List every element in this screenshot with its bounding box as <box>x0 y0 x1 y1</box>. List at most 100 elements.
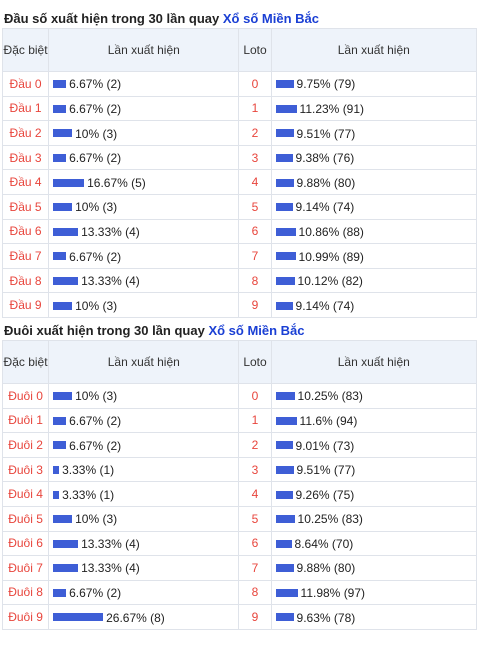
frequency-cell: 10% (3) <box>48 292 240 318</box>
loto-frequency-bar <box>275 515 295 524</box>
row-label: Đầu 9 <box>1 292 50 318</box>
frequency-bar <box>53 301 73 310</box>
frequency-cell: 6.67% (2) <box>48 144 240 171</box>
frequency-value: 10% (3) <box>75 389 118 404</box>
loto-frequency-cell: 10.25% (83) <box>270 505 478 532</box>
loto-frequency-cell: 9.01% (73) <box>270 432 478 458</box>
loto-frequency-cell: 9.88% (80) <box>270 555 478 581</box>
loto-frequency-bar <box>275 564 294 573</box>
frequency-bar <box>53 416 67 425</box>
frequency-cell: 6.67% (2) <box>48 407 240 434</box>
header-loto-times: Lần xuất hiện <box>270 339 478 384</box>
loto-number: 3 <box>238 144 272 171</box>
row-label: Đuôi 6 <box>1 530 50 557</box>
frequency-cell: 3.33% (1) <box>48 456 240 483</box>
loto-frequency-value: 9.01% (73) <box>295 438 355 453</box>
loto-frequency-value: 9.75% (79) <box>296 77 356 92</box>
table-row: Đuôi 3 3.33% (1) 3 9.51% (77) <box>1 456 478 483</box>
header-special: Đặc biệt <box>1 28 50 72</box>
frequency-cell: 13.33% (4) <box>48 555 240 581</box>
table-row: Đuôi 1 6.67% (2) 1 11.6% (94) <box>1 407 478 434</box>
row-label: Đầu 4 <box>1 169 50 195</box>
loto-frequency-value: 10.12% (82) <box>297 273 363 288</box>
loto-frequency-cell: 11.6% (94) <box>270 407 478 434</box>
tail-stats-table: Đặc biệt Lần xuất hiện Loto Lần xuất hiệ… <box>1 339 478 630</box>
row-label: Đầu 2 <box>1 120 50 146</box>
frequency-bar <box>53 564 79 573</box>
frequency-bar <box>53 252 67 261</box>
row-label: Đầu 8 <box>1 267 50 294</box>
loto-frequency-bar <box>275 301 293 310</box>
mien-bac-link[interactable]: Xổ số Miền Bắc <box>208 322 305 338</box>
frequency-value: 6.67% (2) <box>69 585 122 600</box>
loto-number: 8 <box>238 579 272 606</box>
table-row: Đầu 6 13.33% (4) 6 10.86% (88) <box>1 218 478 245</box>
head-table-body: Đầu 0 6.67% (2) 0 9.75% (79) Đầu 1 6.67% (2) 1… <box>1 71 478 318</box>
frequency-value: 13.33% (4) <box>81 273 140 288</box>
frequency-bar <box>53 441 67 450</box>
loto-number: 2 <box>238 120 272 146</box>
loto-frequency-cell: 9.38% (76) <box>270 144 478 171</box>
header-loto: Loto <box>238 339 272 384</box>
loto-frequency-value: 10.99% (89) <box>298 249 364 264</box>
frequency-bar <box>53 178 85 187</box>
frequency-cell: 6.67% (2) <box>48 432 240 458</box>
frequency-cell: 3.33% (1) <box>48 481 240 507</box>
loto-frequency-value: 9.88% (80) <box>296 561 356 576</box>
table-header-row: Đặc biệt Lần xuất hiện Loto Lần xuất hiệ… <box>1 339 478 384</box>
loto-frequency-bar <box>275 490 293 499</box>
frequency-cell: 6.67% (2) <box>48 243 240 269</box>
row-label: Đuôi 0 <box>1 382 50 409</box>
frequency-value: 13.33% (4) <box>81 536 140 551</box>
loto-number: 6 <box>238 530 272 557</box>
table-row: Đuôi 6 13.33% (4) 6 8.64% (70) <box>1 530 478 557</box>
row-label: Đuôi 1 <box>1 407 50 434</box>
mien-bac-link[interactable]: Xổ số Miền Bắc <box>222 11 319 26</box>
frequency-cell: 10% (3) <box>48 505 240 532</box>
loto-number: 8 <box>238 267 272 294</box>
loto-number: 9 <box>238 292 272 318</box>
frequency-cell: 6.67% (2) <box>48 71 240 97</box>
loto-number: 5 <box>238 193 272 220</box>
frequency-value: 26.67% (8) <box>106 610 165 625</box>
table-row: Đầu 4 16.67% (5) 4 9.88% (80) <box>1 169 478 195</box>
frequency-bar <box>53 227 79 236</box>
frequency-cell: 6.67% (2) <box>48 95 240 122</box>
loto-frequency-bar <box>275 104 297 113</box>
loto-frequency-value: 10.25% (83) <box>297 512 363 527</box>
loto-number: 0 <box>238 382 272 409</box>
loto-frequency-value: 9.26% (75) <box>295 487 355 502</box>
loto-frequency-cell: 10.99% (89) <box>270 243 478 269</box>
frequency-bar <box>53 104 67 113</box>
header-loto: Loto <box>238 28 272 72</box>
loto-frequency-bar <box>275 153 293 162</box>
table-row: Đuôi 9 26.67% (8) 9 9.63% (78) <box>1 604 478 630</box>
frequency-bar <box>53 588 67 597</box>
table-row: Đầu 9 10% (3) 9 9.14% (74) <box>1 292 478 318</box>
frequency-cell: 13.33% (4) <box>48 218 240 245</box>
frequency-value: 6.67% (2) <box>69 413 122 428</box>
loto-frequency-cell: 9.51% (77) <box>270 456 478 483</box>
loto-frequency-cell: 9.88% (80) <box>270 169 478 195</box>
loto-frequency-cell: 10.12% (82) <box>270 267 478 294</box>
loto-frequency-cell: 10.86% (88) <box>270 218 478 245</box>
table-row: Đầu 2 10% (3) 2 9.51% (77) <box>1 120 478 146</box>
frequency-bar <box>53 276 79 285</box>
loto-frequency-bar <box>275 129 294 138</box>
frequency-value: 13.33% (4) <box>81 561 140 576</box>
table-row: Đuôi 0 10% (3) 0 10.25% (83) <box>1 382 478 409</box>
loto-number: 1 <box>238 95 272 122</box>
frequency-value: 6.67% (2) <box>69 249 122 264</box>
table-row: Đuôi 7 13.33% (4) 7 9.88% (80) <box>1 555 478 581</box>
loto-frequency-value: 11.98% (97) <box>300 585 366 600</box>
loto-frequency-cell: 8.64% (70) <box>270 530 478 557</box>
loto-frequency-value: 8.64% (70) <box>294 536 354 551</box>
loto-frequency-bar <box>275 203 293 212</box>
row-label: Đuôi 7 <box>1 555 50 581</box>
table-row: Đầu 8 13.33% (4) 8 10.12% (82) <box>1 267 478 294</box>
frequency-cell: 10% (3) <box>48 382 240 409</box>
frequency-cell: 13.33% (4) <box>48 267 240 294</box>
row-label: Đầu 0 <box>1 71 50 97</box>
row-label: Đầu 1 <box>1 95 50 122</box>
header-special: Đặc biệt <box>1 339 50 384</box>
